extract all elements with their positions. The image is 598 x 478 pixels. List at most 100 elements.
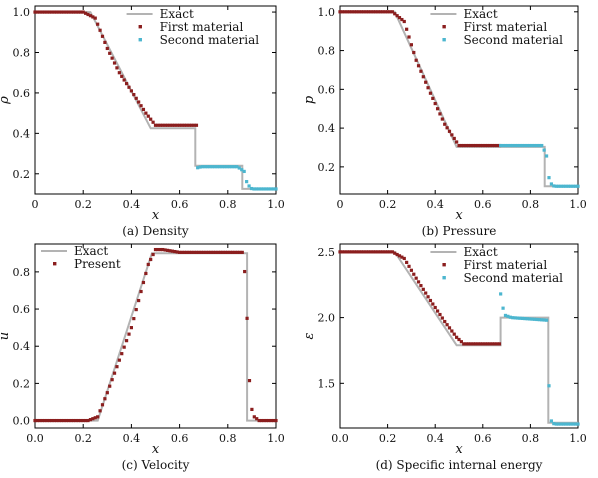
data-point [71, 10, 76, 14]
data-point [35, 10, 40, 14]
data-point [146, 262, 150, 267]
data-point [530, 317, 534, 321]
data-point [515, 316, 520, 320]
data-point [180, 123, 184, 127]
data-point [435, 107, 440, 111]
data-point [469, 342, 473, 346]
data-point [57, 418, 61, 423]
data-point [225, 165, 229, 169]
data-point [362, 10, 366, 14]
data-point [115, 365, 119, 369]
data-point [471, 143, 475, 148]
data-point [240, 250, 244, 254]
data-point [59, 418, 64, 423]
data-point [549, 419, 554, 423]
data-point [129, 326, 133, 330]
data-point [252, 187, 256, 191]
data-point [495, 342, 499, 346]
x-tick-label: 0.8 [219, 432, 237, 445]
x-axis-label: x [152, 208, 160, 223]
chart-panel-3: 0.0 0.2 0.4 0.6 0.8 1.0 0.0 0.2 0.4 0.6 0.8 x u (c) V… [0, 243, 285, 472]
data-point [228, 250, 232, 254]
data-point [397, 254, 402, 258]
data-point [144, 111, 148, 115]
data-point [474, 143, 478, 148]
data-point [250, 407, 254, 412]
data-point [397, 16, 402, 20]
data-point [205, 165, 210, 169]
data-point [52, 418, 56, 423]
data-point [381, 250, 385, 254]
data-point [364, 10, 368, 14]
data-point [50, 10, 54, 14]
legend-marker-first [442, 25, 446, 29]
data-point [466, 143, 471, 148]
data-point [547, 176, 551, 180]
data-point [209, 250, 213, 254]
data-point [561, 184, 566, 188]
series-first [338, 250, 502, 346]
data-point [127, 85, 131, 89]
data-point [274, 187, 278, 191]
data-point [535, 317, 539, 322]
data-point [218, 165, 222, 169]
exact-line [340, 250, 578, 424]
data-point [431, 302, 435, 306]
data-point [214, 250, 218, 254]
y-tick-label: 0.6 [318, 83, 336, 96]
legend-label: Second material [463, 271, 563, 285]
data-point [173, 123, 177, 127]
data-point [257, 418, 261, 423]
data-point [338, 250, 342, 254]
data-point [359, 250, 364, 254]
data-point [435, 309, 440, 313]
data-point [103, 40, 107, 44]
legend-label: Exact [74, 244, 108, 258]
data-point [237, 166, 241, 170]
data-point [506, 314, 510, 318]
data-point [86, 418, 90, 423]
data-point [369, 10, 373, 14]
data-point [57, 10, 61, 14]
data-point [262, 418, 266, 423]
data-point [134, 96, 138, 100]
plot-frame [339, 243, 579, 429]
data-point [110, 378, 114, 382]
data-point [495, 143, 499, 148]
data-point [245, 316, 249, 320]
data-point [452, 332, 456, 336]
data-point [571, 422, 575, 426]
legend-marker-first [442, 263, 446, 267]
data-point [137, 298, 141, 303]
data-point [108, 51, 112, 55]
data-point [383, 10, 387, 14]
data-point [134, 307, 138, 312]
data-point [141, 280, 146, 285]
data-point [213, 165, 217, 169]
data-point [564, 184, 568, 188]
data-point [340, 10, 344, 14]
data-point [452, 136, 456, 141]
y-tick-label: 1.0 [13, 6, 31, 19]
data-point [74, 10, 78, 14]
data-point [220, 165, 224, 169]
data-point [366, 10, 371, 14]
data-point [508, 143, 512, 148]
data-point [165, 248, 170, 252]
data-point [62, 418, 66, 423]
data-point [566, 422, 570, 426]
data-point [192, 250, 196, 254]
data-point [163, 248, 167, 252]
data-point [405, 27, 409, 31]
data-point [252, 415, 256, 419]
data-point [490, 342, 494, 346]
data-point [540, 143, 544, 148]
data-point [409, 268, 413, 272]
y-tick-label: 0.6 [13, 87, 31, 100]
y-axis-label: u [0, 332, 12, 340]
x-axis-label: x [152, 442, 160, 457]
x-tick-label: 0.4 [123, 432, 141, 445]
data-point [523, 143, 527, 148]
data-point [459, 340, 463, 344]
